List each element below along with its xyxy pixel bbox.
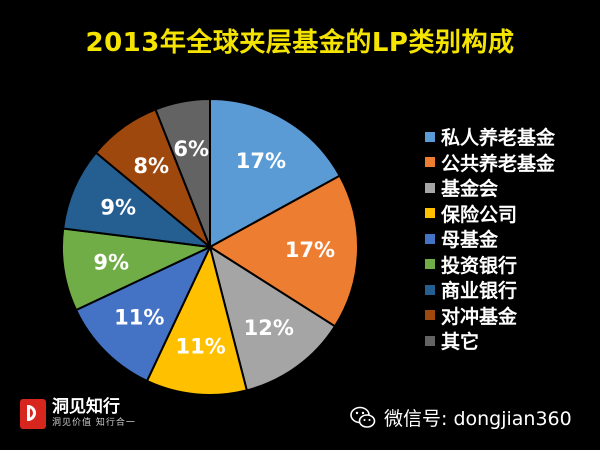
logo-slogan: 洞见价值 知行合一 [52, 418, 136, 428]
legend-label: 母基金 [441, 229, 499, 252]
wechat-text: 微信号: dongjian360 [384, 408, 572, 430]
pie-slice [62, 151, 214, 249]
wechat-icon [350, 406, 376, 428]
legend-item: 投资银行 [425, 252, 555, 278]
logo-name: 洞见知行 [52, 397, 120, 417]
legend-item: 私人养老基金 [425, 124, 555, 150]
legend-label: 私人养老基金 [441, 127, 556, 150]
slice-data-label: 12% [244, 316, 294, 340]
slice-data-label: 17% [285, 238, 335, 262]
slice-data-label: 11% [175, 335, 225, 359]
legend: 私人养老基金 公共养老基金 基金会 保险公司母基金 投资银行商业银行 对冲基金其它 [425, 124, 555, 354]
pie-slice [209, 97, 342, 249]
wechat-id: 微信号: dongjian360 [350, 404, 572, 431]
slice-data-label: 8% [133, 154, 169, 178]
pie-slice [208, 244, 337, 392]
brand-logo: 洞见知行 洞见价值 知行合一 [20, 398, 136, 429]
logo-mark-icon [20, 398, 46, 429]
legend-item: 对冲基金 [425, 303, 555, 329]
legend-item: 商业银行 [425, 277, 555, 303]
legend-swatch [425, 335, 435, 346]
chart-title: 2013年全球夹层基金的LP类别构成 [85, 28, 515, 58]
legend-label: 商业银行 [441, 280, 518, 303]
pie-slice [208, 174, 359, 328]
legend-swatch [425, 131, 435, 142]
legend-label: 保险公司 [441, 203, 518, 226]
slice-data-label: 6% [173, 137, 209, 161]
legend-swatch [425, 259, 435, 270]
slice-data-label: 9% [100, 195, 136, 219]
legend-item: 母基金 [425, 226, 555, 252]
slice-data-label: 9% [93, 251, 129, 275]
legend-swatch [425, 284, 435, 295]
legend-item: 公共养老基金 [425, 150, 555, 176]
legend-swatch [425, 233, 435, 244]
pie-slice [145, 244, 249, 396]
legend-item: 保险公司 [425, 201, 555, 227]
pie-slice [154, 97, 211, 248]
legend-label: 基金会 [441, 178, 499, 201]
legend-swatch [425, 157, 435, 168]
slice-data-label: 11% [114, 306, 164, 330]
legend-label: 对冲基金 [441, 305, 518, 328]
pie-slice [74, 244, 213, 383]
legend-label: 其它 [441, 331, 480, 354]
legend-swatch [425, 182, 435, 193]
legend-label: 投资银行 [441, 254, 518, 277]
pie-slice [61, 227, 214, 312]
legend-item: 其它 [425, 328, 555, 354]
legend-label: 公共养老基金 [441, 152, 556, 175]
slice-data-label: 17% [236, 149, 286, 173]
legend-swatch [425, 310, 435, 321]
legend-item: 基金会 [425, 175, 555, 201]
legend-swatch [425, 208, 435, 219]
